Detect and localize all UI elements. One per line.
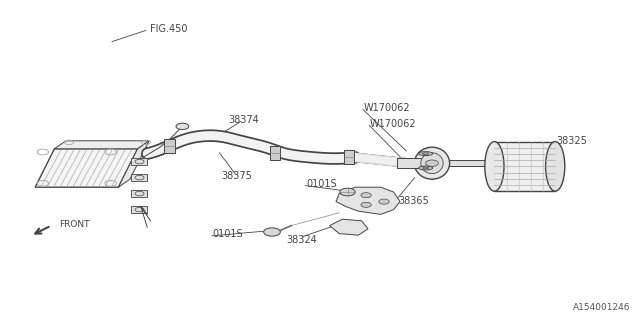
Circle shape	[361, 202, 371, 207]
Bar	[131, 174, 147, 181]
Bar	[270, 146, 280, 160]
Ellipse shape	[421, 153, 444, 173]
Ellipse shape	[419, 166, 433, 170]
Bar	[131, 190, 147, 197]
Text: 38325: 38325	[557, 136, 588, 147]
Circle shape	[426, 160, 438, 166]
Circle shape	[340, 188, 355, 196]
Ellipse shape	[415, 147, 450, 179]
Bar	[344, 150, 354, 164]
Text: 0101S: 0101S	[306, 179, 337, 189]
Bar	[448, 160, 494, 166]
Text: W170062: W170062	[370, 119, 417, 129]
Text: 0101S: 0101S	[212, 229, 243, 239]
Polygon shape	[336, 187, 400, 214]
Text: 38375: 38375	[221, 171, 252, 181]
Ellipse shape	[422, 153, 429, 155]
Ellipse shape	[419, 152, 433, 156]
Circle shape	[176, 123, 189, 130]
Circle shape	[361, 193, 371, 198]
Text: 38324: 38324	[287, 235, 317, 245]
Ellipse shape	[485, 141, 504, 191]
Polygon shape	[330, 219, 368, 235]
Circle shape	[379, 199, 389, 204]
Bar	[397, 158, 421, 168]
Ellipse shape	[545, 141, 564, 191]
Text: A154001246: A154001246	[573, 303, 630, 312]
Polygon shape	[35, 149, 138, 187]
Text: 38374: 38374	[228, 115, 259, 125]
Bar	[131, 206, 147, 213]
Polygon shape	[54, 141, 149, 149]
Bar	[164, 139, 175, 153]
Circle shape	[264, 228, 280, 236]
Bar	[131, 158, 147, 165]
Bar	[494, 141, 555, 191]
Polygon shape	[118, 141, 149, 187]
Text: W170062: W170062	[364, 103, 410, 113]
Text: FRONT: FRONT	[59, 220, 90, 229]
Text: 38365: 38365	[398, 196, 429, 206]
Ellipse shape	[422, 167, 429, 169]
Text: FIG.450: FIG.450	[150, 24, 188, 34]
